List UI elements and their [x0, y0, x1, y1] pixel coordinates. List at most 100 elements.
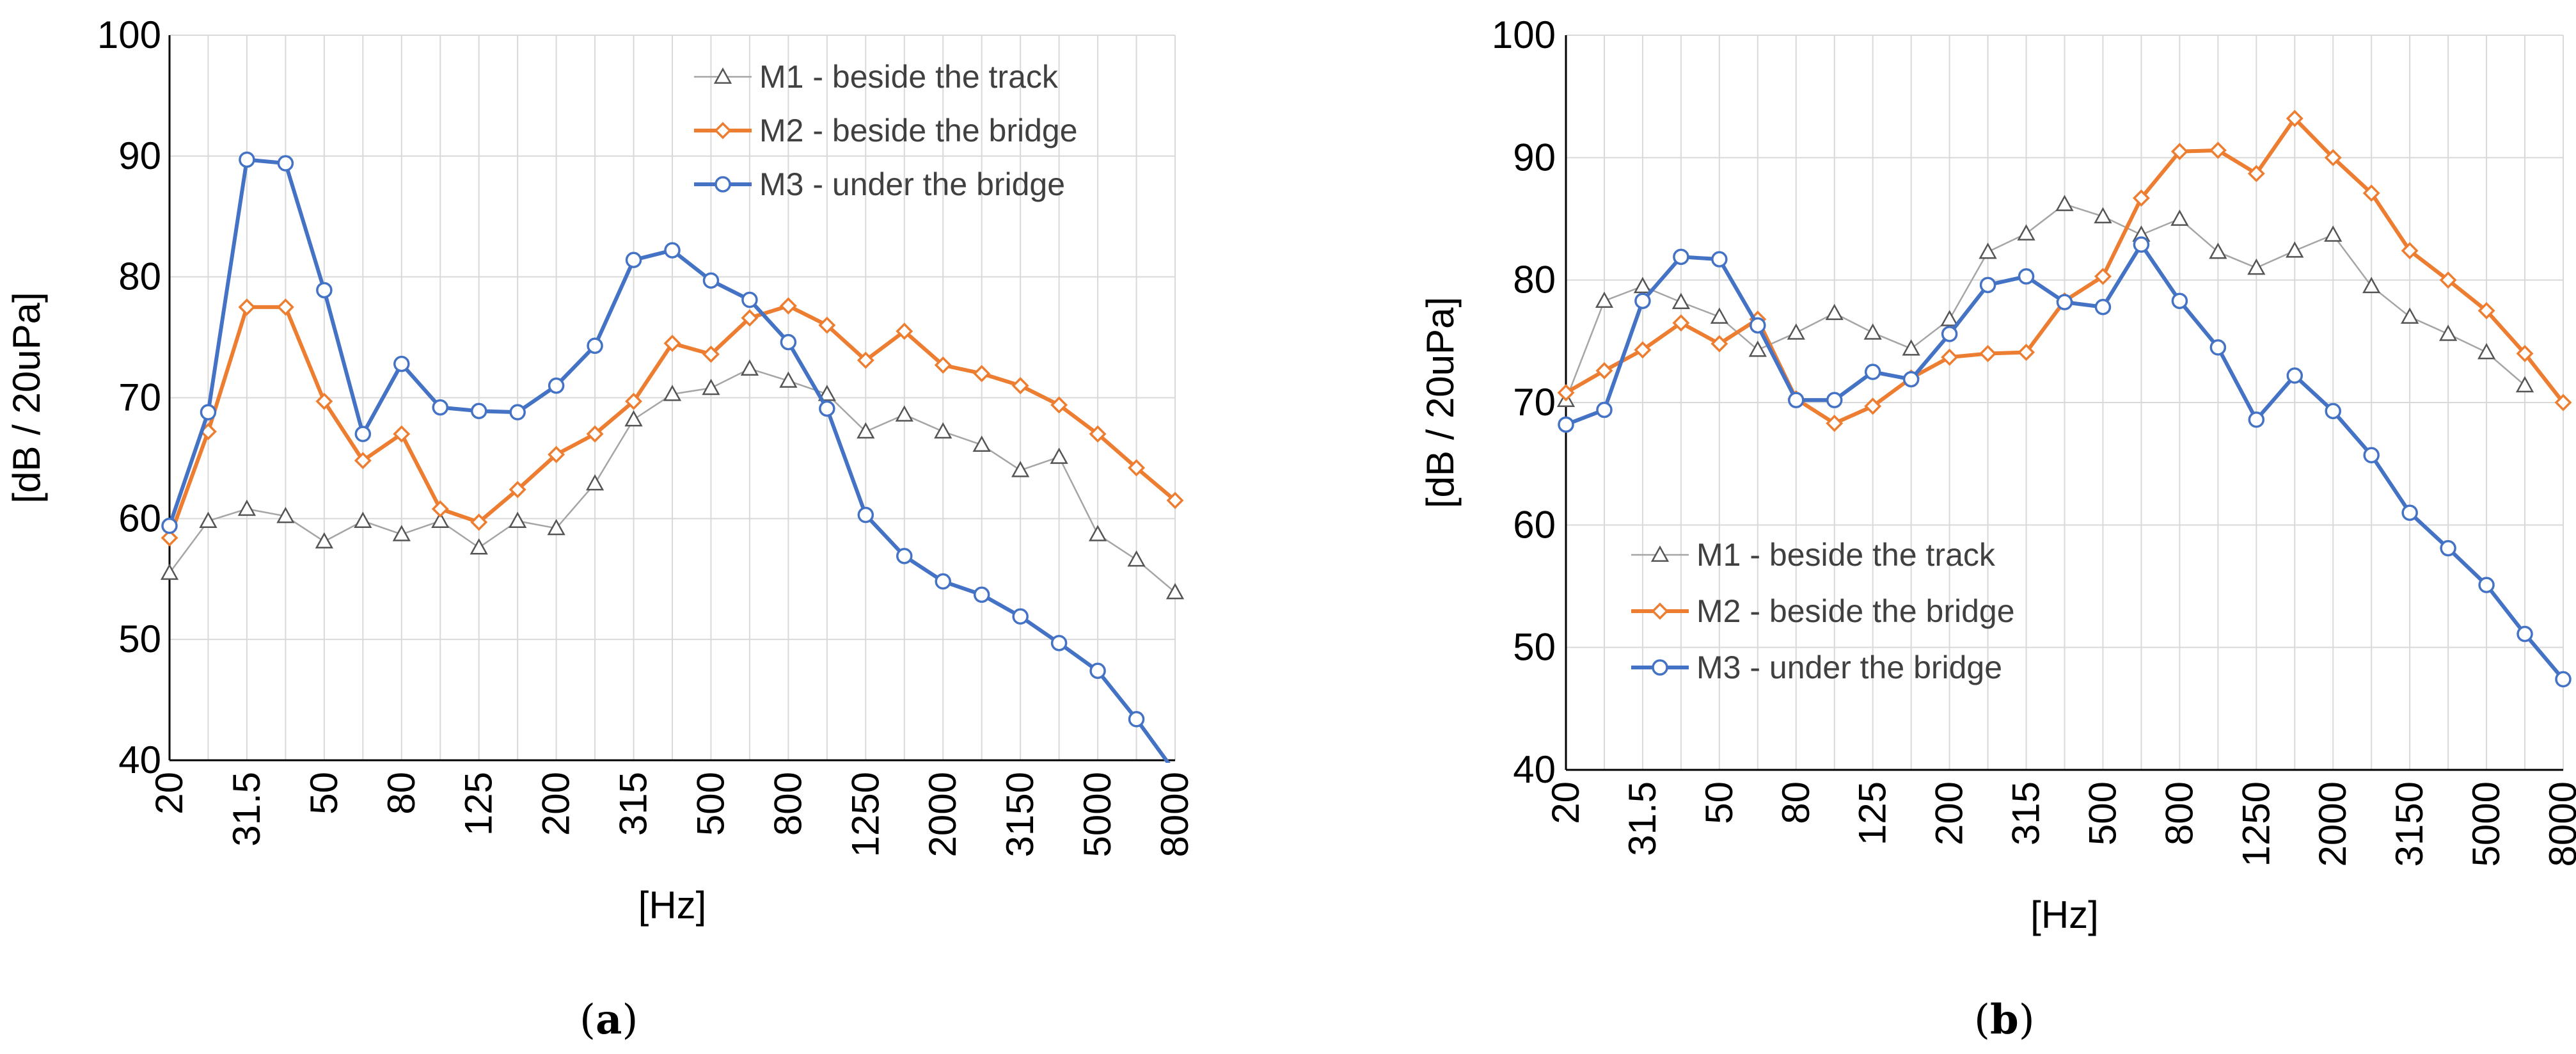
data-point-circle: [715, 176, 731, 193]
data-point-triangle: [934, 422, 952, 439]
data-point-circle: [470, 403, 487, 420]
x-tick-label: 5000: [2465, 781, 2508, 866]
data-point-triangle: [624, 410, 643, 427]
data-point-triangle: [663, 385, 682, 401]
data-point-circle: [2401, 504, 2418, 521]
data-point-circle: [1050, 635, 1068, 651]
y-tick-label: 40: [118, 739, 161, 781]
x-tick-label: 500: [689, 772, 732, 836]
data-point-triangle: [2094, 207, 2112, 224]
data-point-triangle: [585, 474, 604, 491]
data-point-diamond: [2286, 109, 2303, 127]
x-tick-label: 80: [1774, 781, 1817, 824]
data-point-triangle: [354, 511, 372, 528]
data-point-diamond: [1826, 415, 1844, 433]
data-point-diamond: [276, 298, 294, 316]
y-axis-title: [dB / 20uPa]: [1419, 297, 1462, 508]
data-point-diamond: [1595, 362, 1613, 379]
data-point-diamond: [161, 529, 178, 547]
data-point-circle: [316, 282, 333, 299]
data-point-diamond: [934, 356, 952, 374]
chart-panel-b: 40 50 60 70 80 90 100 20 31.5 50 80 125 200 315 500 800…: [1419, 13, 2576, 936]
data-point-circle: [780, 333, 797, 351]
data-point-triangle: [1127, 550, 1146, 567]
data-point-circle: [1012, 608, 1029, 625]
data-point-circle: [161, 517, 178, 534]
data-point-triangle: [1787, 323, 1805, 340]
data-point-triangle: [1748, 340, 1767, 357]
data-point-circle: [2286, 367, 2303, 384]
data-point-diamond: [1128, 459, 1146, 477]
data-point-diamond: [2439, 271, 2457, 289]
data-point-triangle: [818, 385, 836, 401]
data-point-diamond: [857, 351, 874, 369]
legend-label: M1 - beside the track: [759, 59, 1059, 95]
y-axis-title: [dB / 20uPa]: [5, 292, 48, 503]
series-3: [161, 151, 1171, 763]
data-point-triangle: [1940, 310, 1959, 326]
data-point-diamond: [2094, 267, 2112, 285]
x-tick-label: 3150: [999, 772, 1041, 857]
y-tick-label: 60: [118, 497, 161, 539]
x-tick-label: 8000: [2541, 781, 2576, 866]
data-point-circle: [200, 404, 217, 420]
data-point-triangle: [199, 511, 217, 528]
data-point-circle: [625, 252, 642, 268]
x-tick-label: 125: [1851, 781, 1894, 845]
data-point-diamond: [2516, 344, 2534, 362]
data-point-diamond: [702, 346, 720, 363]
data-point-circle: [1634, 292, 1651, 309]
data-point-circle: [1558, 416, 1574, 433]
data-point-diamond: [625, 392, 643, 410]
data-point-circle: [1673, 248, 1689, 266]
data-point-circle: [2478, 577, 2495, 593]
legend-label: M1 - beside the track: [1696, 537, 1996, 573]
x-tick-label: 2000: [921, 772, 964, 857]
data-point-circle: [277, 155, 294, 172]
data-point-diamond: [393, 425, 411, 443]
data-point-circle: [1864, 363, 1881, 380]
data-point-circle: [2094, 299, 2112, 315]
x-tick-label: 800: [766, 772, 809, 836]
legend-label: M3 - under the bridge: [1696, 650, 2002, 685]
x-tick-label: 20: [1544, 781, 1587, 824]
data-point-circle: [1596, 401, 1613, 419]
data-point-diamond: [2362, 184, 2380, 202]
data-point-circle: [1750, 317, 1766, 334]
data-point-diamond: [238, 298, 256, 316]
series-1: [1556, 195, 2534, 408]
data-point-triangle: [1825, 303, 1844, 321]
data-point-circle: [1788, 392, 1805, 408]
panel-label-a: (a): [580, 996, 638, 1044]
series-3: [1558, 236, 2572, 688]
legend: M1 - beside the track M2 - beside the bri…: [694, 59, 1078, 202]
x-tick-label: 800: [2158, 781, 2201, 845]
data-point-diamond: [2209, 141, 2227, 159]
data-point-triangle: [1979, 243, 1997, 259]
data-point-circle: [664, 242, 681, 259]
x-tick-label: 31.5: [1621, 781, 1664, 856]
data-point-triangle: [779, 371, 798, 388]
data-point-diamond: [2324, 148, 2342, 166]
data-point-triangle: [1011, 461, 1030, 477]
legend-label: M2 - beside the bridge: [1696, 593, 2015, 629]
y-tick-label: 40: [1513, 748, 1556, 791]
data-point-triangle: [1088, 525, 1107, 541]
y-tick-label: 50: [1513, 626, 1556, 669]
data-point-diamond: [779, 297, 797, 315]
data-point-circle: [1128, 711, 1145, 728]
data-point-triangle: [392, 525, 411, 541]
data-point-diamond: [1651, 602, 1669, 620]
data-point-diamond: [586, 425, 604, 443]
data-point-circle: [432, 399, 448, 416]
data-point-diamond: [973, 365, 991, 383]
data-point-triangle: [972, 435, 991, 452]
data-point-triangle: [1650, 545, 1670, 562]
data-point-diamond: [470, 513, 488, 531]
data-point-diamond: [2018, 344, 2035, 362]
x-axis-title: [Hz]: [638, 884, 707, 927]
data-point-triangle: [2438, 324, 2458, 341]
data-point-triangle: [1902, 339, 1920, 356]
data-point-circle: [1826, 392, 1843, 408]
x-tick-label: 1250: [2234, 781, 2277, 866]
